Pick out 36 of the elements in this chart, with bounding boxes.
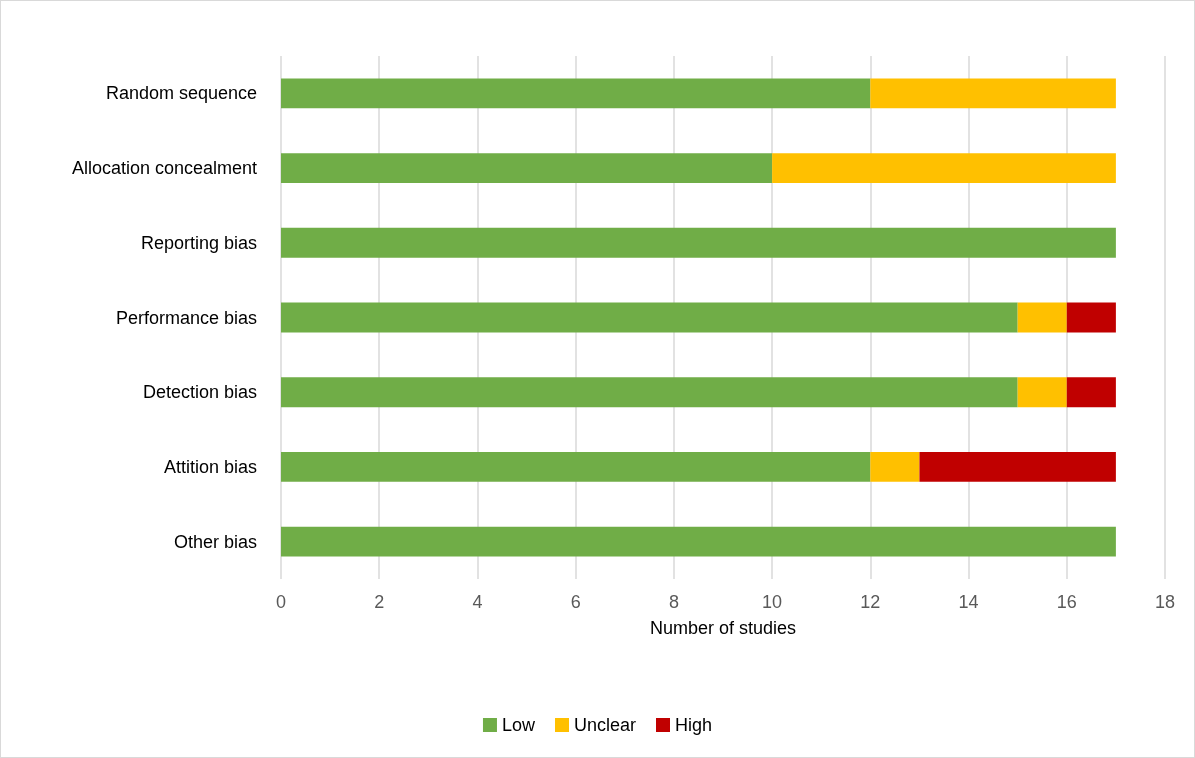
y-tick-label: Detection bias xyxy=(142,382,257,403)
bar xyxy=(772,153,1116,184)
y-tick-label: Allocation concealment xyxy=(71,158,257,179)
x-tick-label: 10 xyxy=(762,592,783,612)
bar xyxy=(1017,377,1067,408)
y-tick-label: Other bias xyxy=(173,531,257,552)
y-tick-label: Random sequence xyxy=(105,83,257,104)
y-tick-label: Performance bias xyxy=(115,307,257,328)
x-tick-label: 12 xyxy=(860,592,881,612)
x-tick-label: 4 xyxy=(472,592,483,612)
x-tick-label: 2 xyxy=(374,592,385,612)
x-tick-label: 16 xyxy=(1056,592,1077,612)
bar xyxy=(919,451,1116,482)
x-tick-label: 0 xyxy=(275,592,287,612)
bar xyxy=(281,377,1018,408)
legend-label: Unclear xyxy=(573,715,637,735)
bar xyxy=(870,451,920,482)
bar xyxy=(281,302,1018,333)
bar xyxy=(1066,302,1116,333)
bar xyxy=(870,78,1116,109)
x-axis-title: Number of studies xyxy=(649,618,797,638)
x-tick-label: 6 xyxy=(570,592,581,612)
bar xyxy=(281,451,871,482)
bar xyxy=(1017,302,1067,333)
x-tick-label: 18 xyxy=(1154,592,1176,612)
bar xyxy=(281,227,1116,258)
bar xyxy=(1066,377,1116,408)
bar xyxy=(281,526,1116,557)
bar xyxy=(281,153,773,184)
y-tick-label: Attition bias xyxy=(163,456,257,477)
y-tick-label: Reporting bias xyxy=(140,232,257,253)
bar xyxy=(281,78,871,109)
x-tick-label: 8 xyxy=(668,592,679,612)
legend-label: Low xyxy=(501,715,536,735)
x-tick-label: 14 xyxy=(958,592,979,612)
legend-label: High xyxy=(675,715,713,735)
